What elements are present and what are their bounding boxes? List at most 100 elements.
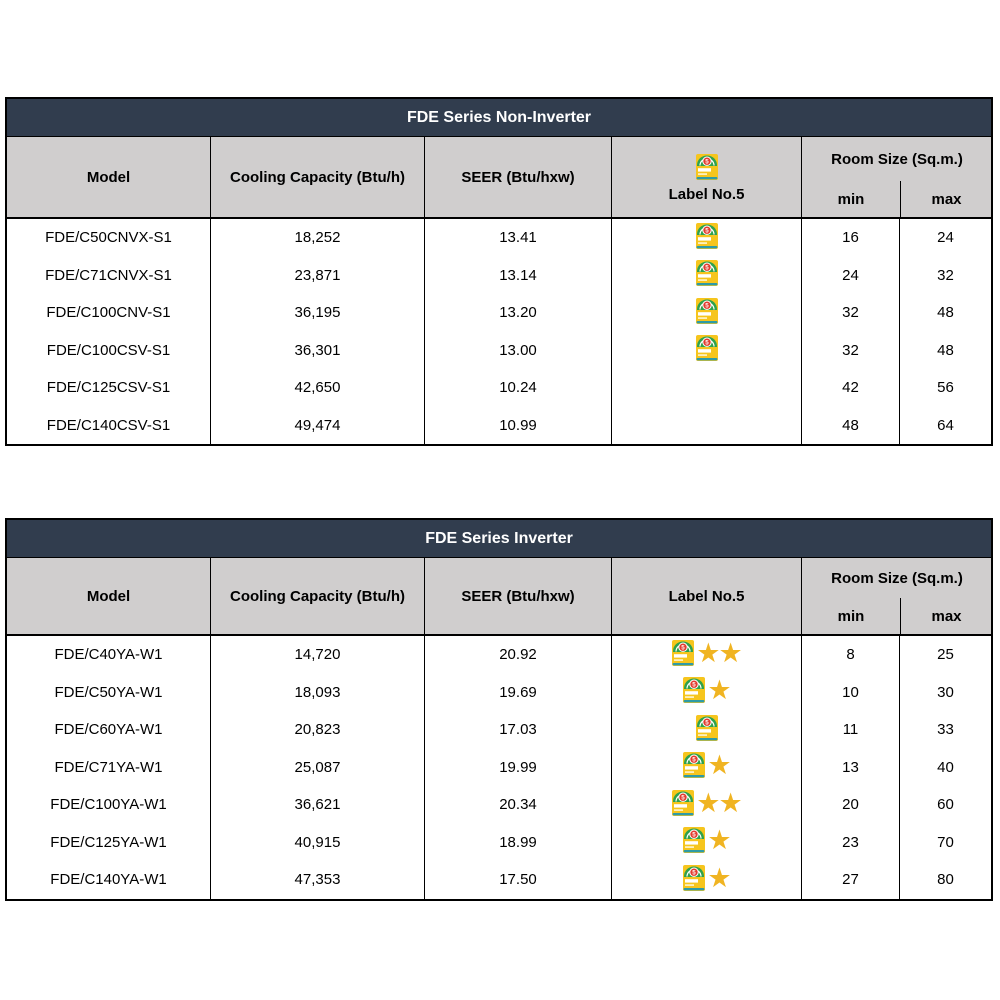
room-min-cell: 27 [801,861,899,899]
room-min-cell: 42 [801,369,899,407]
seer-cell: 13.20 [424,294,611,332]
cooling-capacity-cell: 20,823 [210,711,424,749]
non-inverter-table: FDE Series Non-Inverter Model Cooling Ca… [5,97,993,446]
seer-cell: 10.24 [424,369,611,407]
label-no5-cell: 5 ★ [611,823,801,861]
energy-label-no5-icon: 5 [695,297,718,324]
cooling-capacity-cell: 18,093 [210,673,424,711]
inverter-table: FDE Series Inverter Model Cooling Capaci… [5,518,993,901]
energy-label-no5-icon: 5 [695,222,718,249]
room-min-cell: 23 [801,823,899,861]
svg-text:5: 5 [693,832,697,839]
room-max-cell: 48 [899,331,991,369]
energy-label-no5-icon: 5 [695,260,718,287]
cooling-capacity-header: Cooling Capacity (Btu/h) [210,137,424,217]
room-max-cell: 33 [899,711,991,749]
energy-label-no5-icon: 5 [683,752,706,779]
seer-cell: 20.34 [424,786,611,824]
model-cell: FDE/C140YA-W1 [50,871,167,889]
label-icon-slot: 5 [695,335,718,365]
model-cell: FDE/C100CNV-S1 [46,304,171,322]
model-cell: FDE/C125CSV-S1 [46,379,171,397]
cooling-capacity-cell: 42,650 [210,369,424,407]
room-max-header: max [900,181,992,217]
table-row: FDE/C100CNV-S1 36,195 13.20 5 32 48 [7,294,991,332]
label-icon-slot: 5 [683,827,706,857]
room-min-header: min [837,190,865,208]
svg-text:5: 5 [693,682,697,689]
star-rating: ★ [707,862,731,893]
table-body: FDE/C50CNVX-S1 18,252 13.41 5 16 24 FDE/… [7,219,991,444]
svg-text:5: 5 [705,302,709,309]
room-max-cell: 32 [899,256,991,294]
model-cell: FDE/C125YA-W1 [50,833,167,851]
label-icon-slot: 5 [695,260,718,290]
seer-cell: 18.99 [424,823,611,861]
table-row: FDE/C100YA-W1 36,621 20.34 5 ★★ 20 60 [7,786,991,824]
energy-label-no5-icon: 5 [695,335,718,362]
room-min-header: min [837,607,865,625]
seer-cell: 17.03 [424,711,611,749]
label-no5-cell: 5 [611,256,801,294]
table-body: FDE/C40YA-W1 14,720 20.92 5 ★★ 8 25 FDE/… [7,636,991,899]
svg-text:5: 5 [705,340,709,347]
table-header-row: Model Cooling Capacity (Btu/h) SEER (Btu… [7,558,991,636]
label-icon-slot: 5 [695,714,718,745]
model-cell: FDE/C40YA-W1 [54,646,163,664]
model-cell: FDE/C60YA-W1 [54,721,163,739]
table-row: FDE/C50CNVX-S1 18,252 13.41 5 16 24 [7,219,991,257]
label-no5-cell: 5 ★★ [611,786,801,824]
room-size-header: Room Size (Sq.m.) [831,150,963,168]
label-icon-slot: 5 [695,153,718,184]
cooling-capacity-cell: 36,621 [210,786,424,824]
star-rating: ★★ [696,637,742,668]
table-row: FDE/C71CNVX-S1 23,871 13.14 5 24 32 [7,256,991,294]
energy-label-no5-icon: 5 [695,714,718,741]
cooling-capacity-cell: 49,474 [210,406,424,444]
svg-text:5: 5 [682,794,686,801]
svg-text:5: 5 [705,158,709,165]
table-row: FDE/C60YA-W1 20,823 17.03 5 11 33 [7,711,991,749]
table-row: FDE/C140CSV-S1 49,474 10.99 48 64 [7,406,991,444]
energy-label-no5-icon: 5 [683,864,706,891]
room-max-cell: 30 [899,673,991,711]
room-min-cell: 32 [801,331,899,369]
room-max-cell: 24 [899,219,991,257]
seer-cell: 19.69 [424,673,611,711]
model-cell: FDE/C71CNVX-S1 [45,266,172,284]
room-min-cell: 48 [801,406,899,444]
label-icon-slot: 5 [683,677,706,707]
svg-text:5: 5 [693,869,697,876]
table-row: FDE/C125YA-W1 40,915 18.99 5 ★ 23 70 [7,823,991,861]
cooling-capacity-cell: 40,915 [210,823,424,861]
table-title: FDE Series Non-Inverter [7,99,991,137]
room-min-cell: 10 [801,673,899,711]
room-minmax-subheader: min max [802,598,992,634]
star-rating: ★ [707,750,731,781]
label-icon-slot: 5 [683,752,706,782]
room-minmax-subheader: min max [802,181,992,217]
seer-cell: 20.92 [424,636,611,674]
table-row: FDE/C50YA-W1 18,093 19.69 5 ★ 10 30 [7,673,991,711]
label-no5-cell: 5 ★ [611,673,801,711]
cooling-capacity-cell: 25,087 [210,748,424,786]
label-no5-cell: 5 [611,219,801,257]
room-min-cell: 24 [801,256,899,294]
room-min-cell: 11 [801,711,899,749]
room-max-cell: 40 [899,748,991,786]
energy-label-no5-icon: 5 [672,639,695,666]
cooling-capacity-cell: 23,871 [210,256,424,294]
svg-text:5: 5 [693,757,697,764]
cooling-capacity-cell: 47,353 [210,861,424,899]
model-cell: FDE/C50CNVX-S1 [45,229,172,247]
room-size-header-group: Room Size (Sq.m.) min max [801,137,991,217]
label-no5-header: 5 Label No.5 [611,137,801,217]
room-min-cell: 13 [801,748,899,786]
table-row: FDE/C125CSV-S1 42,650 10.24 42 56 [7,369,991,407]
label-no5-cell: 5 [611,331,801,369]
cooling-capacity-cell: 36,301 [210,331,424,369]
table-title: FDE Series Inverter [7,520,991,558]
svg-text:5: 5 [682,644,686,651]
seer-header: SEER (Btu/hxw) [424,137,611,217]
model-header: Model [86,168,131,186]
